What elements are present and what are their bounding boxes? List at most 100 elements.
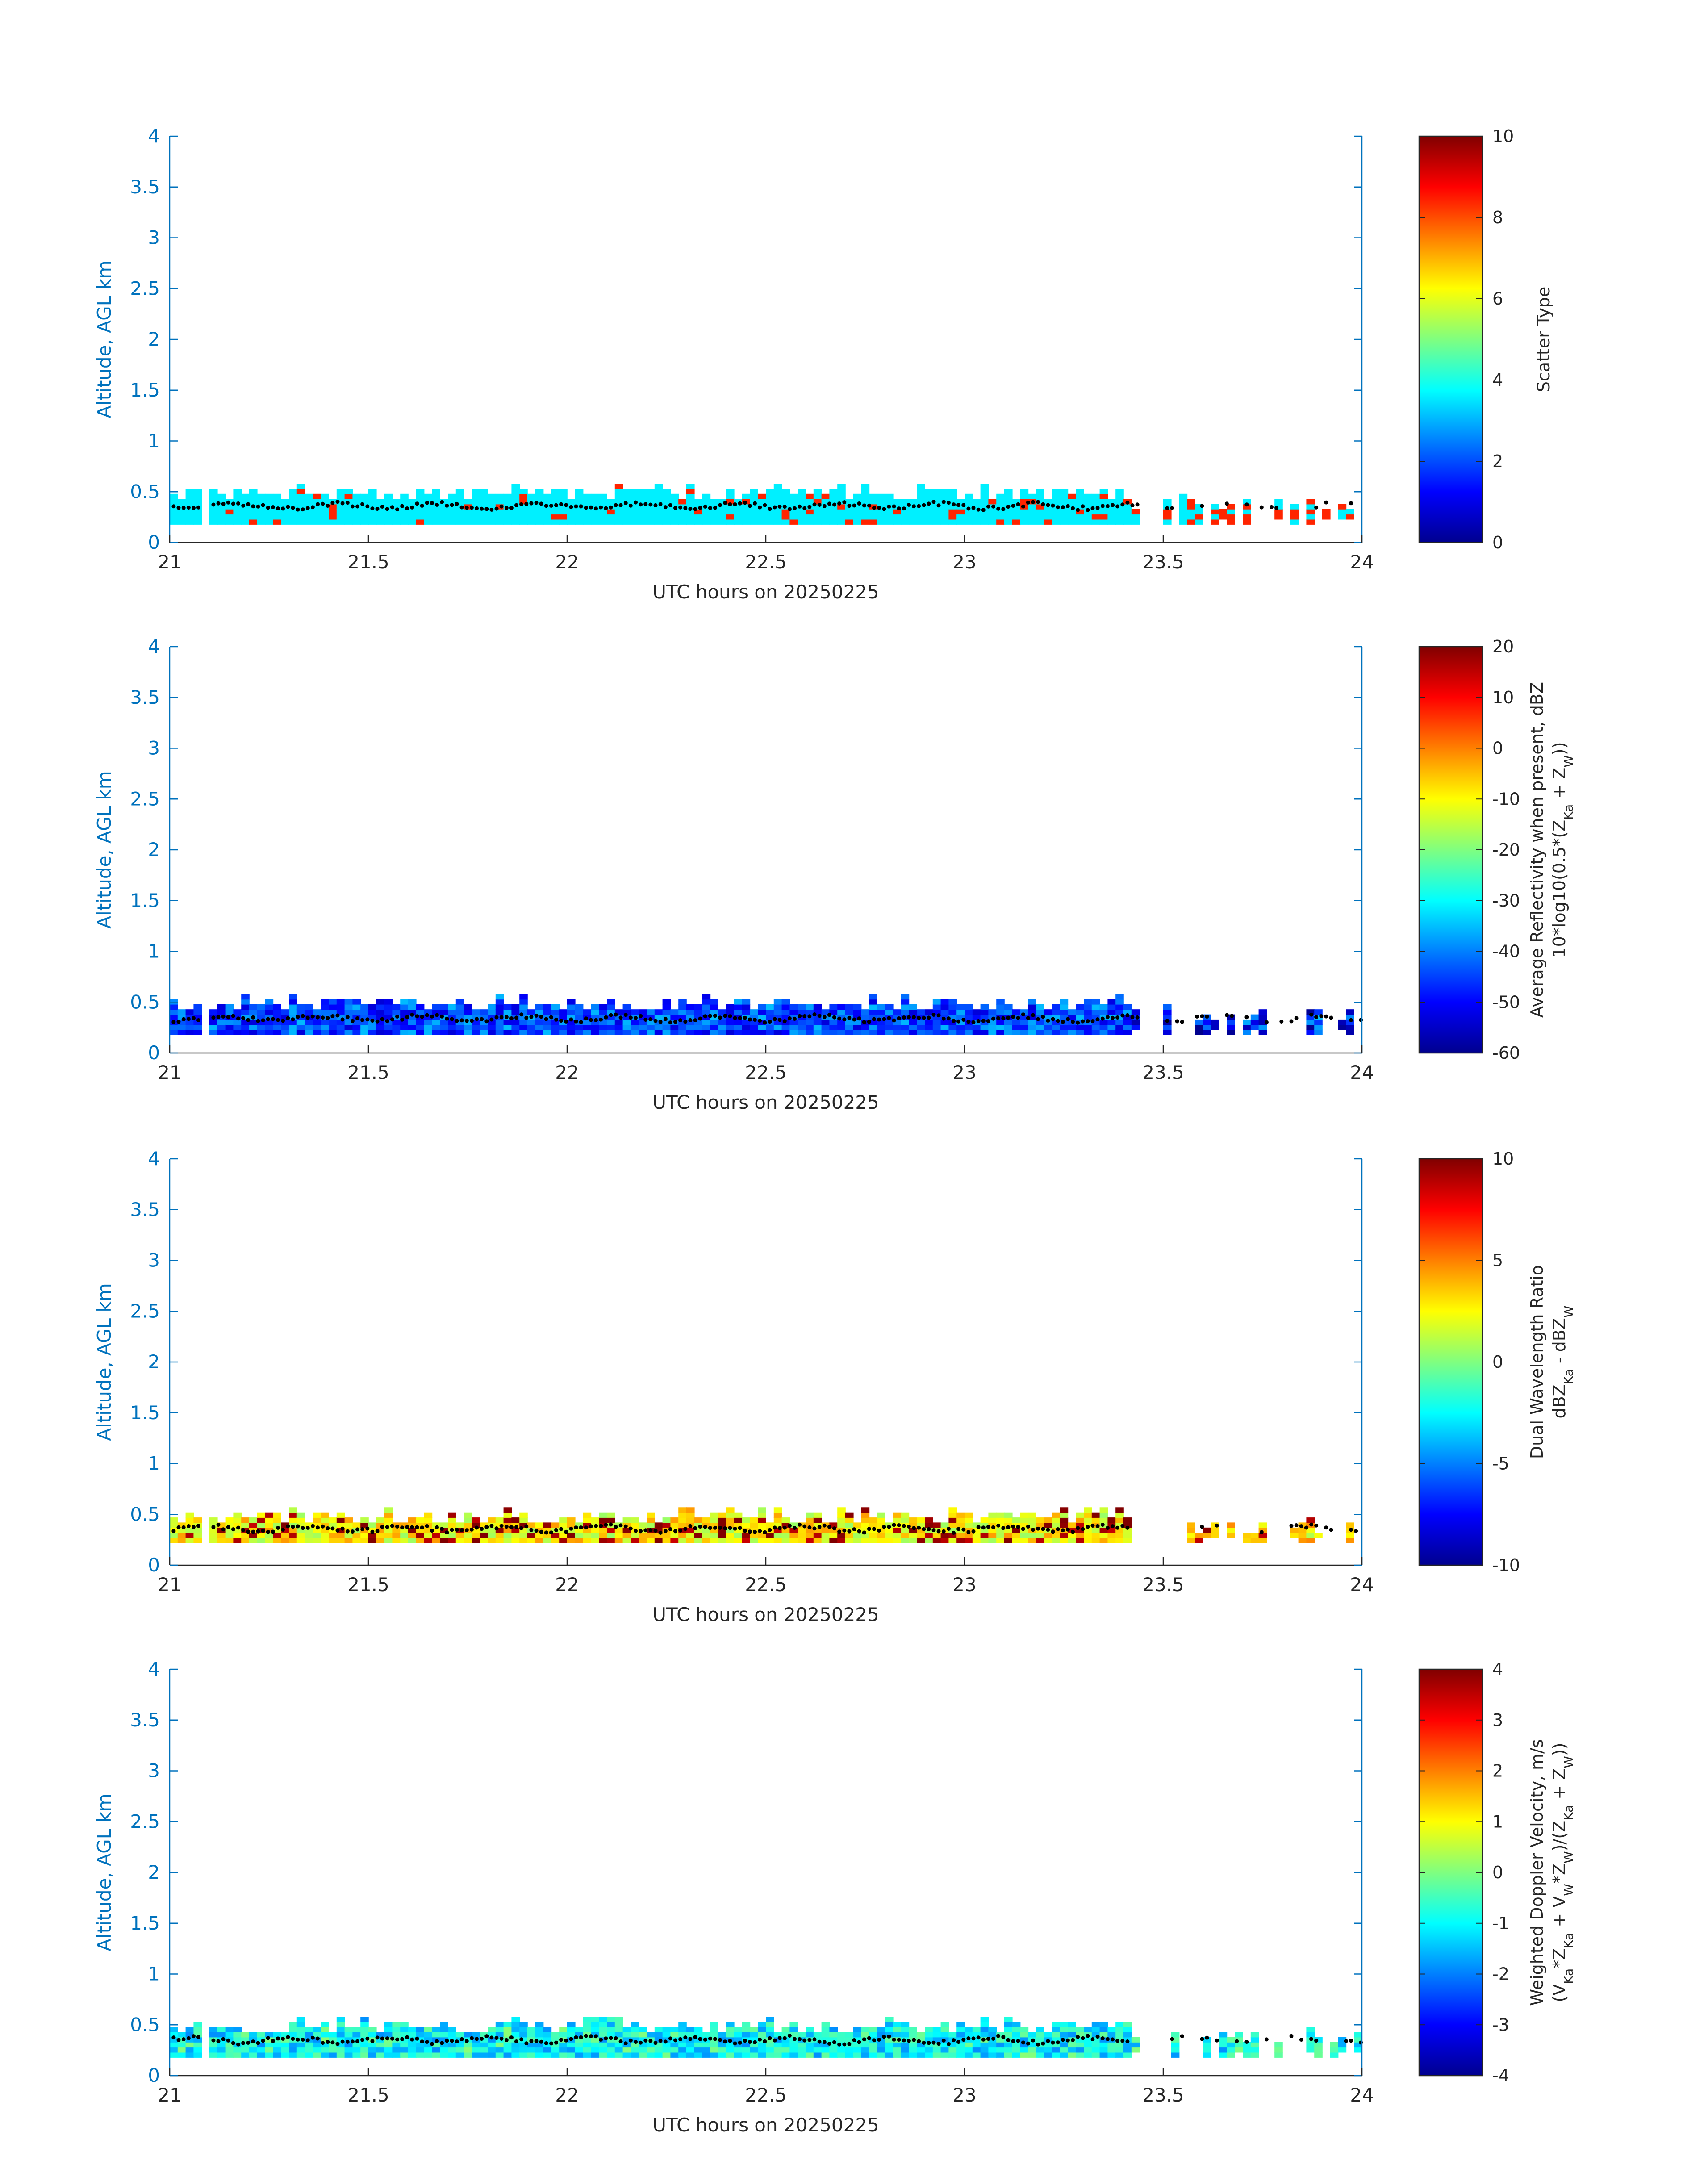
heatmap-cell <box>925 1517 933 1523</box>
trace-dot <box>171 2035 176 2040</box>
heatmap-cell <box>472 2052 480 2058</box>
heatmap-cell <box>806 2052 814 2058</box>
heatmap-cell <box>853 1522 862 1528</box>
trace-dot <box>276 1018 280 1022</box>
trace-dot <box>1051 2040 1055 2045</box>
heatmap-cell <box>932 509 941 515</box>
trace-dot <box>256 504 260 509</box>
heatmap-cell <box>861 1517 870 1523</box>
heatmap-cell <box>726 1507 735 1513</box>
heatmap-cell <box>503 1512 512 1518</box>
heatmap-cell <box>352 499 361 505</box>
heatmap-cell <box>185 514 194 520</box>
heatmap-cell <box>614 2027 623 2032</box>
trace-dot <box>1105 2037 1110 2041</box>
heatmap-cell <box>988 519 997 525</box>
heatmap-cell <box>614 2022 623 2027</box>
x-tick-label: 23 <box>952 2084 976 2106</box>
heatmap-cell <box>988 509 997 515</box>
heatmap-cell <box>400 1029 409 1035</box>
heatmap-cell <box>647 1517 655 1523</box>
heatmap-cell <box>376 519 385 525</box>
heatmap-cell <box>607 2032 615 2038</box>
heatmap-cell <box>575 499 584 505</box>
heatmap-cell <box>670 1522 679 1528</box>
trace-dot <box>1006 1525 1011 1529</box>
heatmap-cell <box>622 493 631 499</box>
heatmap-cell <box>758 1009 766 1015</box>
heatmap-cell <box>639 2032 647 2038</box>
heatmap-cell <box>1187 1527 1195 1533</box>
heatmap-cell <box>511 2027 520 2032</box>
heatmap-cell <box>726 509 735 515</box>
heatmap-cell <box>1306 1533 1315 1538</box>
heatmap-cell <box>1068 499 1076 505</box>
trace-dot <box>484 1525 489 1529</box>
trace-dot <box>663 2039 668 2044</box>
trace-dot <box>251 1529 255 1534</box>
heatmap-cell <box>376 1024 385 1030</box>
y-tick-label: 3.5 <box>130 686 160 708</box>
heatmap-cell <box>1115 2022 1124 2027</box>
heatmap-cell <box>917 1024 925 1030</box>
heatmap-cell <box>742 1019 751 1025</box>
heatmap-cell <box>273 2052 281 2058</box>
heatmap-cell <box>806 1024 814 1030</box>
trace-dot <box>976 1019 981 1023</box>
heatmap-cell <box>535 509 544 515</box>
heatmap-cell <box>877 2047 885 2053</box>
heatmap-cell <box>956 2052 965 2058</box>
y-tick-label: 2 <box>148 1351 160 1373</box>
heatmap-cell <box>1179 493 1188 499</box>
heatmap-cell <box>1012 1527 1021 1533</box>
trace-dot <box>1095 1017 1100 1021</box>
trace-dot <box>1090 506 1095 510</box>
heatmap-cell <box>1068 1014 1076 1020</box>
heatmap-cell <box>885 509 894 515</box>
heatmap-cell <box>710 2042 718 2048</box>
heatmap-cell <box>654 484 663 489</box>
heatmap-cell <box>758 1517 766 1523</box>
trace-dot <box>713 2037 717 2041</box>
heatmap-cell <box>1028 1517 1036 1523</box>
heatmap-cell <box>647 1512 655 1518</box>
heatmap-cell <box>806 514 814 520</box>
trace-dot <box>961 1527 966 1532</box>
heatmap-cell <box>464 1029 472 1035</box>
heatmap-cell <box>766 1014 774 1020</box>
heatmap-cell <box>360 1538 369 1543</box>
heatmap-cell <box>917 1517 925 1523</box>
trace-dot <box>400 1525 405 1530</box>
heatmap-cell <box>368 499 377 505</box>
heatmap-cell <box>670 2047 679 2053</box>
trace-dot <box>1021 1527 1025 1531</box>
heatmap-cell <box>551 519 560 525</box>
heatmap-cell <box>233 2037 242 2043</box>
trace-dot <box>564 2038 568 2043</box>
heatmap-cell <box>1179 509 1188 515</box>
y-tick-label: 2 <box>148 839 160 861</box>
x-tick-label: 21 <box>158 1574 181 1596</box>
heatmap-cell <box>209 2032 218 2038</box>
heatmap-cell <box>1020 1019 1029 1025</box>
heatmap-cell <box>543 499 552 505</box>
heatmap-cell <box>1012 1538 1021 1543</box>
trace-dot <box>872 2038 876 2043</box>
trace-dot <box>435 2039 439 2043</box>
heatmap-cell <box>488 519 496 525</box>
heatmap-cell <box>265 2032 274 2038</box>
heatmap-cell <box>750 1522 758 1528</box>
trace-dot <box>310 1524 315 1528</box>
heatmap-cell <box>750 2047 758 2053</box>
heatmap-cell <box>885 2042 894 2048</box>
trace-dot <box>529 1015 534 1019</box>
heatmap-cell <box>185 1029 194 1035</box>
heatmap-cell <box>639 1538 647 1543</box>
heatmap-cell <box>972 499 981 505</box>
trace-dot <box>1215 1523 1219 1528</box>
heatmap-cell <box>1290 519 1299 525</box>
heatmap-cell <box>631 1522 639 1528</box>
heatmap-cell <box>511 1533 520 1538</box>
heatmap-cell <box>789 1533 798 1538</box>
heatmap-cell <box>980 484 989 489</box>
